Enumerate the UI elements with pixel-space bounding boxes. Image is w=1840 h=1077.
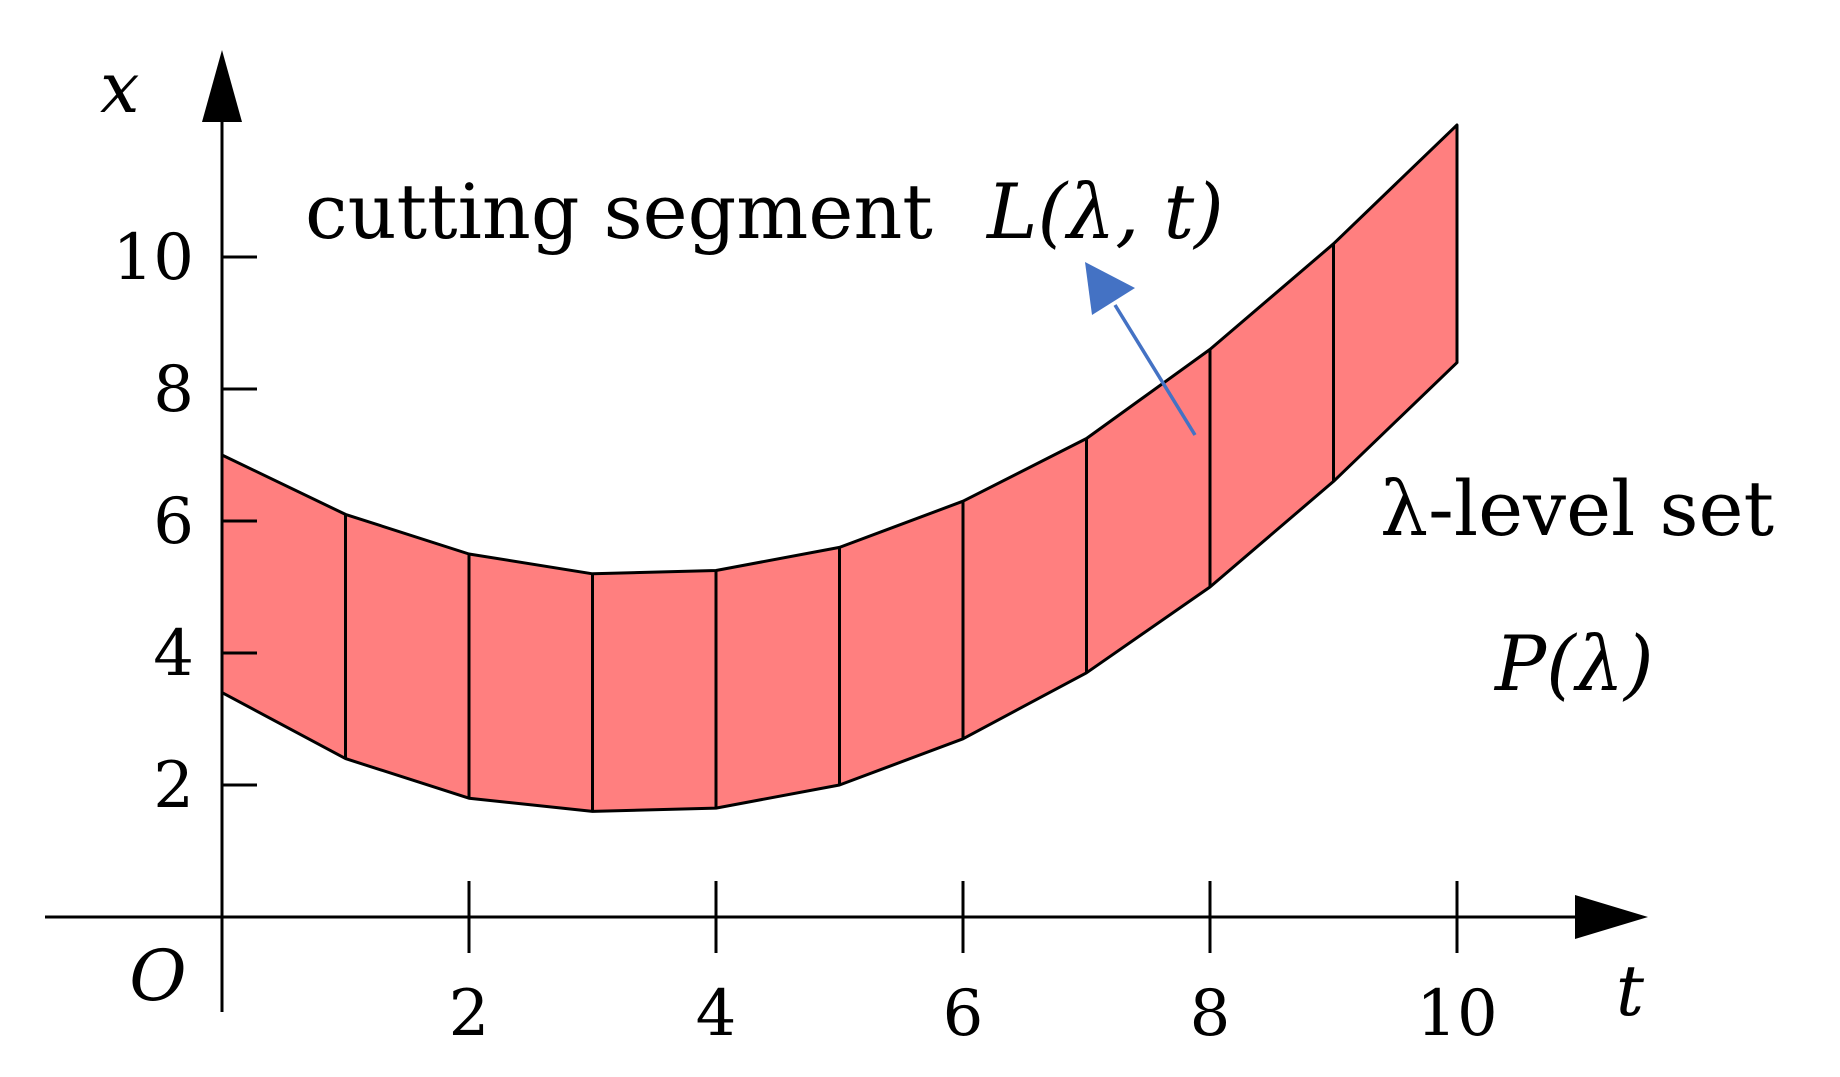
horizontal-axis-label: t (1616, 950, 1645, 1032)
t-axis-tick-label: 2 (449, 977, 490, 1051)
origin-label: O (129, 935, 186, 1017)
x-axis-tick-label: 10 (113, 221, 194, 295)
x-axis-arrowhead (202, 50, 242, 122)
level-set-annotation: λ-level set P(λ) (1380, 464, 1774, 708)
t-axis-tick-label: 4 (696, 977, 737, 1051)
level-set-text: λ-level set (1380, 464, 1774, 553)
x-axis-tick-label: 6 (153, 485, 194, 559)
t-axis-ticks: 2 4 6 8 10 (449, 881, 1498, 1051)
t-axis-tick-label: 10 (1416, 977, 1497, 1051)
cutting-segment-annotation: cutting segment L(λ, t) (305, 167, 1224, 436)
x-axis-tick-label: 2 (153, 749, 194, 823)
lambda-level-set-band (220, 123, 1459, 813)
t-axis-arrowhead (1575, 895, 1648, 939)
x-axis-tick-label: 4 (153, 617, 194, 691)
t-axis-tick-label: 6 (943, 977, 984, 1051)
t-axis-tick-label: 8 (1190, 977, 1231, 1051)
cutting-segment-math: L(λ, t) (985, 167, 1224, 256)
cutting-segment-arrowhead (1085, 262, 1135, 315)
x-axis-tick-label: 8 (153, 353, 194, 427)
cutting-segment-text: cutting segment (305, 167, 933, 256)
svg-text:cutting segment L(λ, t): cutting segment L(λ, t) (305, 167, 1224, 256)
level-set-math: P(λ) (1493, 619, 1654, 708)
x-axis-ticks: 2 4 6 8 10 (113, 221, 257, 823)
axes: 2 4 6 8 10 2 4 6 8 10 (45, 50, 1648, 1051)
vertical-axis-label: x (100, 47, 139, 129)
cutting-segment-arrow-line (1113, 304, 1197, 436)
